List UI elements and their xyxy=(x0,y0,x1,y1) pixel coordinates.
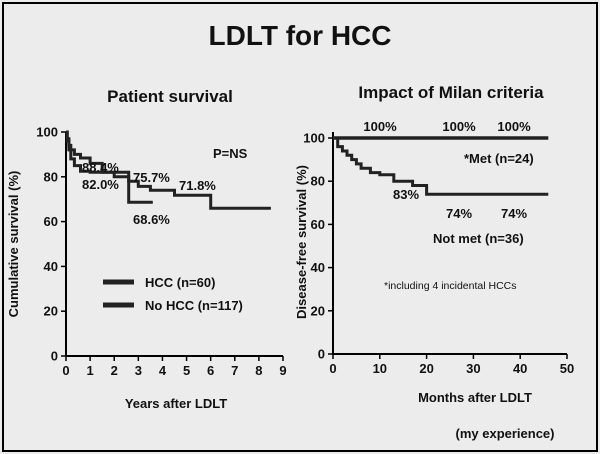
left-data-label: 75.7% xyxy=(133,170,170,185)
right-data-label: 74% xyxy=(446,206,472,221)
left-y-tick-label: 0 xyxy=(51,349,58,364)
left-x-tick-label: 5 xyxy=(183,363,190,378)
left-x-tick-label: 1 xyxy=(86,363,93,378)
right-chart-title: Impact of Milan criteria xyxy=(358,83,544,102)
right-y-tick-label: 80 xyxy=(311,174,325,189)
source-note: (my experience) xyxy=(456,426,555,441)
left-x-axis-label: Years after LDLT xyxy=(125,396,227,411)
left-y-tick-label: 40 xyxy=(44,259,58,274)
left-chart-title: Patient survival xyxy=(107,87,233,106)
right-series-line-2 xyxy=(333,136,549,196)
right-x-tick-label: 30 xyxy=(466,361,480,376)
right-x-tick-label: 20 xyxy=(419,361,433,376)
right-series-lines xyxy=(333,136,549,196)
right-top-label: 100% xyxy=(363,119,397,134)
footnote-incidental: *including 4 incidental HCCs xyxy=(384,280,517,292)
left-data-label: 82.0% xyxy=(82,177,119,192)
left-x-tick-label: 2 xyxy=(111,363,118,378)
left-y-tick-label: 20 xyxy=(44,304,58,319)
left-y-tick-label: 80 xyxy=(44,169,58,184)
right-x-tick-label: 10 xyxy=(373,361,387,376)
left-data-label: 71.8% xyxy=(179,178,216,193)
right-data-label: 74% xyxy=(501,206,527,221)
right-data-label: 83% xyxy=(393,187,419,202)
left-data-label: 88.4% xyxy=(82,160,119,175)
right-y-tick-label: 0 xyxy=(318,347,325,362)
right-y-tick-label: 60 xyxy=(311,217,325,232)
left-x-tick-label: 6 xyxy=(207,363,214,378)
legend-label-hcc: HCC (n=60) xyxy=(145,275,215,290)
right-x-tick-label: 40 xyxy=(513,361,527,376)
left-y-axis-label: Cumulative survival (%) xyxy=(6,171,21,318)
right-x-axis-label: Months after LDLT xyxy=(418,390,532,405)
right-y-tick-label: 100 xyxy=(303,131,325,146)
left-x-tick-label: 3 xyxy=(135,363,142,378)
left-x-tick-label: 9 xyxy=(279,363,286,378)
left-series-line-2 xyxy=(65,130,271,210)
legend-label-no-hcc: No HCC (n=117) xyxy=(145,298,243,313)
series-label-met: *Met (n=24) xyxy=(464,151,534,166)
page-title: LDLT for HCC xyxy=(209,20,392,51)
right-y-axis-label: Disease-free survival (%) xyxy=(294,165,309,319)
patient-survival-chart: Patient survival Cumulative survival (%)… xyxy=(6,87,287,411)
series-label-not-met: Not met (n=36) xyxy=(433,231,524,246)
left-legend: HCC (n=60) No HCC (n=117) xyxy=(103,275,243,313)
left-x-tick-label: 0 xyxy=(62,363,69,378)
milan-criteria-chart: Impact of Milan criteria Disease-free su… xyxy=(294,83,574,405)
right-top-label: 100% xyxy=(497,119,531,134)
left-x-tick-label: 4 xyxy=(159,363,167,378)
left-x-tick-label: 7 xyxy=(231,363,238,378)
left-axis-ticks: 0 20 40 60 80 100 0 1 2 3 4 5 6 7 8 9 xyxy=(36,125,286,379)
right-x-tick-label: 50 xyxy=(560,361,574,376)
right-axis-ticks: 0 20 40 60 80 100 0 10 20 30 40 50 xyxy=(303,131,574,377)
left-y-tick-label: 100 xyxy=(36,125,58,140)
left-y-tick-label: 60 xyxy=(44,214,58,229)
right-x-tick-label: 0 xyxy=(329,361,336,376)
left-series-lines xyxy=(65,130,271,210)
right-y-tick-label: 40 xyxy=(311,260,325,275)
right-top-label: 100% xyxy=(442,119,476,134)
right-y-tick-label: 20 xyxy=(311,303,325,318)
p-value-annotation: P=NS xyxy=(213,146,248,161)
left-x-tick-label: 8 xyxy=(255,363,262,378)
left-data-label: 68.6% xyxy=(133,212,170,227)
